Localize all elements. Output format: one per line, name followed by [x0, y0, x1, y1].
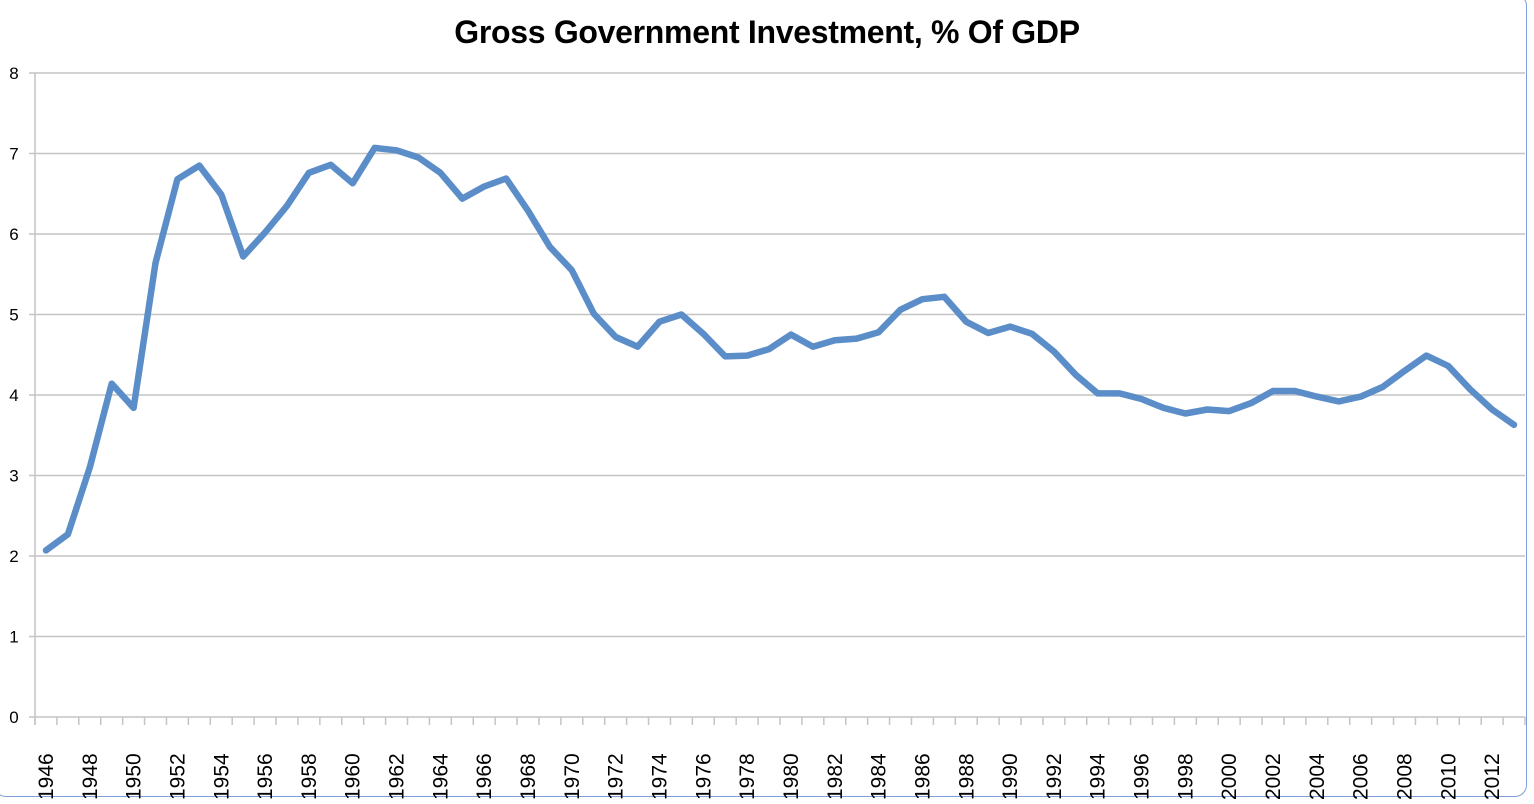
x-tick-label: 1982: [824, 753, 847, 800]
x-axis-ticks: 1946 1948 1950 1952 1954 1956 1958 1960 1962 1964…: [35, 753, 1504, 800]
x-tick-label: 2012: [1481, 753, 1504, 800]
axes: [29, 73, 1526, 725]
x-tick-label: 1986: [911, 753, 934, 800]
chart-title: Gross Government Investment, % Of GDP: [454, 14, 1080, 50]
x-tick-label: 1978: [736, 753, 759, 800]
x-tick-label: 1998: [1174, 753, 1197, 800]
x-tick-label: 1988: [955, 753, 978, 800]
y-tick-label: 7: [9, 145, 18, 164]
x-tick-label: 1958: [298, 753, 321, 800]
x-tick-label: 2008: [1393, 753, 1416, 800]
x-tick-label: 2010: [1437, 753, 1460, 800]
x-tick-label: 2000: [1218, 753, 1241, 800]
x-tick-label: 1994: [1087, 753, 1110, 800]
x-tick-label: 1984: [868, 753, 891, 800]
x-tick-label: 1996: [1131, 753, 1154, 800]
x-tick-label: 1950: [123, 753, 146, 800]
x-tick-label: 1954: [210, 753, 233, 800]
x-tick-label: 1966: [473, 753, 496, 800]
y-tick-label: 0: [9, 708, 18, 727]
series-line-0: [42, 144, 1518, 554]
x-tick-label: 1962: [386, 753, 409, 800]
x-tick-label: 1980: [780, 753, 803, 800]
x-tick-label: 1960: [342, 753, 365, 800]
y-tick-label: 6: [9, 225, 18, 244]
x-tick-label: 1964: [429, 753, 452, 800]
x-tick-label: 2002: [1262, 753, 1285, 800]
y-tick-label: 2: [9, 547, 18, 566]
y-tick-label: 4: [9, 386, 18, 405]
gridlines: [29, 72, 1525, 638]
y-tick-label: 5: [9, 306, 18, 325]
x-tick-label: 1974: [648, 753, 671, 800]
x-tick-label: 1972: [605, 753, 628, 800]
x-tick-label: 1968: [517, 753, 540, 800]
y-tick-label: 8: [9, 64, 18, 83]
x-tick-label: 1946: [35, 753, 58, 800]
y-tick-label: 3: [9, 467, 18, 486]
x-tick-label: 2004: [1306, 753, 1329, 800]
x-tick-label: 1970: [561, 753, 584, 800]
x-tick-label: 1948: [79, 753, 102, 800]
x-tick-label: 1976: [692, 753, 715, 800]
x-tick-label: 1956: [254, 753, 277, 800]
x-tick-label: 1992: [1043, 753, 1066, 800]
x-tick-label: 1952: [166, 753, 189, 800]
x-tick-label: 1990: [999, 753, 1022, 800]
x-tick-label: 2006: [1350, 753, 1373, 800]
y-tick-label: 1: [9, 628, 18, 647]
series-group: [42, 144, 1518, 554]
y-axis-ticks: 0 1 2 3 4 5 6 7 8: [9, 64, 18, 727]
